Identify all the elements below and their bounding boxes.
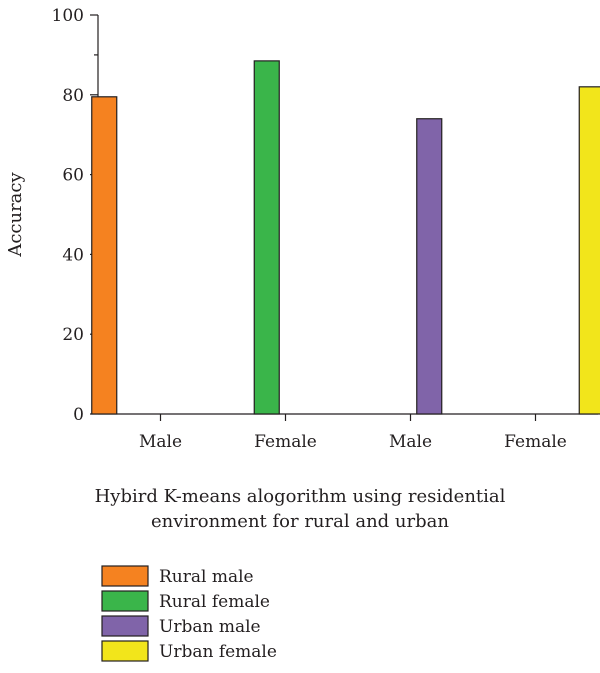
y-ticks: 0 20 40 60 80 100 xyxy=(52,6,98,425)
bar-urban-male xyxy=(416,118,443,415)
axes xyxy=(97,15,598,415)
legend-swatch xyxy=(101,565,149,587)
legend-label: Rural female xyxy=(159,592,270,612)
bars xyxy=(91,60,600,415)
y-tick-label: 60 xyxy=(62,166,84,186)
y-axis-title: Accuracy xyxy=(5,172,26,258)
y-tick-label: 0 xyxy=(73,405,84,425)
legend-label: Urban female xyxy=(159,642,277,662)
bar-rural-male xyxy=(91,96,118,415)
y-tick-label: 80 xyxy=(62,86,84,106)
legend-swatch xyxy=(101,590,149,612)
x-ticks: Male Female Male Female xyxy=(139,414,567,452)
y-tick-label: 40 xyxy=(62,245,84,265)
y-tick-label: 20 xyxy=(62,325,84,345)
x-axis-title-line: Hybird K-means alogorithm using resident… xyxy=(95,486,506,507)
x-tick-label: Male xyxy=(139,432,182,452)
x-tick-label: Male xyxy=(389,432,432,452)
legend-swatch xyxy=(101,640,149,662)
bar-urban-female xyxy=(578,86,600,415)
x-tick-label: Female xyxy=(254,432,317,452)
legend: Rural male Rural female Urban male Urban fe… xyxy=(101,565,277,662)
bar-rural-female xyxy=(253,60,280,415)
legend-swatch xyxy=(101,615,149,637)
x-axis-title-line: environment for rural and urban xyxy=(151,511,449,532)
x-tick-label: Female xyxy=(504,432,567,452)
x-axis-title: Hybird K-means alogorithm using resident… xyxy=(95,486,506,532)
y-tick-label: 100 xyxy=(52,6,84,26)
legend-label: Rural male xyxy=(159,567,254,587)
legend-label: Urban male xyxy=(159,617,261,637)
